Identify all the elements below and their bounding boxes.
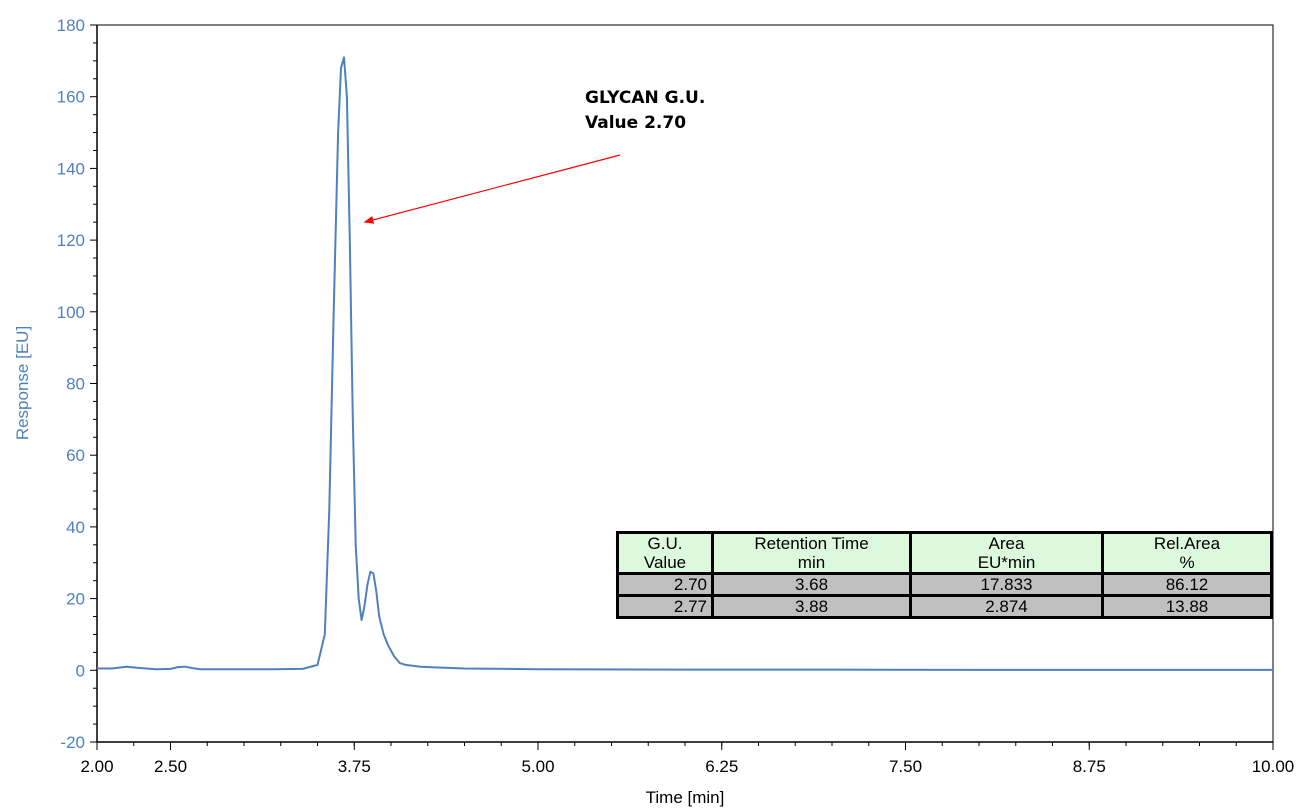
cell-retention-time: 3.88 xyxy=(711,594,912,619)
annotation-line-2: Value 2.70 xyxy=(585,113,686,133)
peak-results-table: G.U. Value Retention Time min Area EU*min R… xyxy=(616,531,1273,619)
y-tick-label: 0 xyxy=(76,661,85,680)
y-tick-label: 120 xyxy=(57,231,85,250)
header-retention-time: Retention Time min xyxy=(711,531,912,575)
x-tick-label: 7.50 xyxy=(889,757,922,776)
cell-rel-area: 13.88 xyxy=(1101,594,1273,619)
y-tick-label: 80 xyxy=(66,375,85,394)
x-tick-label: 2.00 xyxy=(80,757,113,776)
table-row: 2.77 3.88 2.874 13.88 xyxy=(616,594,1273,619)
y-tick-label: 180 xyxy=(57,16,85,35)
y-tick-label: 140 xyxy=(57,159,85,178)
x-tick-label: 2.50 xyxy=(154,757,187,776)
cell-area: 17.833 xyxy=(909,572,1104,597)
header-area: Area EU*min xyxy=(909,531,1104,575)
plot-area xyxy=(96,24,1274,743)
y-tick-label: 60 xyxy=(66,446,85,465)
header-rel-area: Rel.Area% xyxy=(1101,531,1273,575)
cell-area: 2.874 xyxy=(909,594,1104,619)
y-tick-label: 100 xyxy=(57,303,85,322)
y-axis-title: Response [EU] xyxy=(13,326,32,440)
header-gu-value: G.U. Value xyxy=(616,531,714,575)
x-tick-label: 3.75 xyxy=(338,757,371,776)
x-tick-label: 6.25 xyxy=(705,757,738,776)
annotation-arrow xyxy=(363,154,621,224)
cell-retention-time: 3.68 xyxy=(711,572,912,597)
y-tick-label: 20 xyxy=(66,590,85,609)
x-tick-label: 5.00 xyxy=(521,757,554,776)
table-header-row: G.U. Value Retention Time min Area EU*min R… xyxy=(616,531,1273,575)
x-axis-title: Time [min] xyxy=(646,788,725,807)
x-tick-label: 10.00 xyxy=(1252,757,1295,776)
y-tick-label: 160 xyxy=(57,88,85,107)
cell-gu-value: 2.70 xyxy=(616,572,714,597)
cell-rel-area: 86.12 xyxy=(1101,572,1273,597)
table-row: 2.70 3.68 17.833 86.12 xyxy=(616,572,1273,597)
y-tick-label: 40 xyxy=(66,518,85,537)
chromatogram-trace xyxy=(97,56,1273,671)
x-tick-label: 8.75 xyxy=(1073,757,1106,776)
y-tick-label: -20 xyxy=(60,733,85,752)
annotation-line-1: GLYCAN G.U. xyxy=(585,88,705,108)
ticks-group: -20 0 20 40 60 80 100 120 140 160 180 2.00 2.50 3.75 5… xyxy=(57,16,1295,776)
cell-gu-value: 2.77 xyxy=(616,594,714,619)
